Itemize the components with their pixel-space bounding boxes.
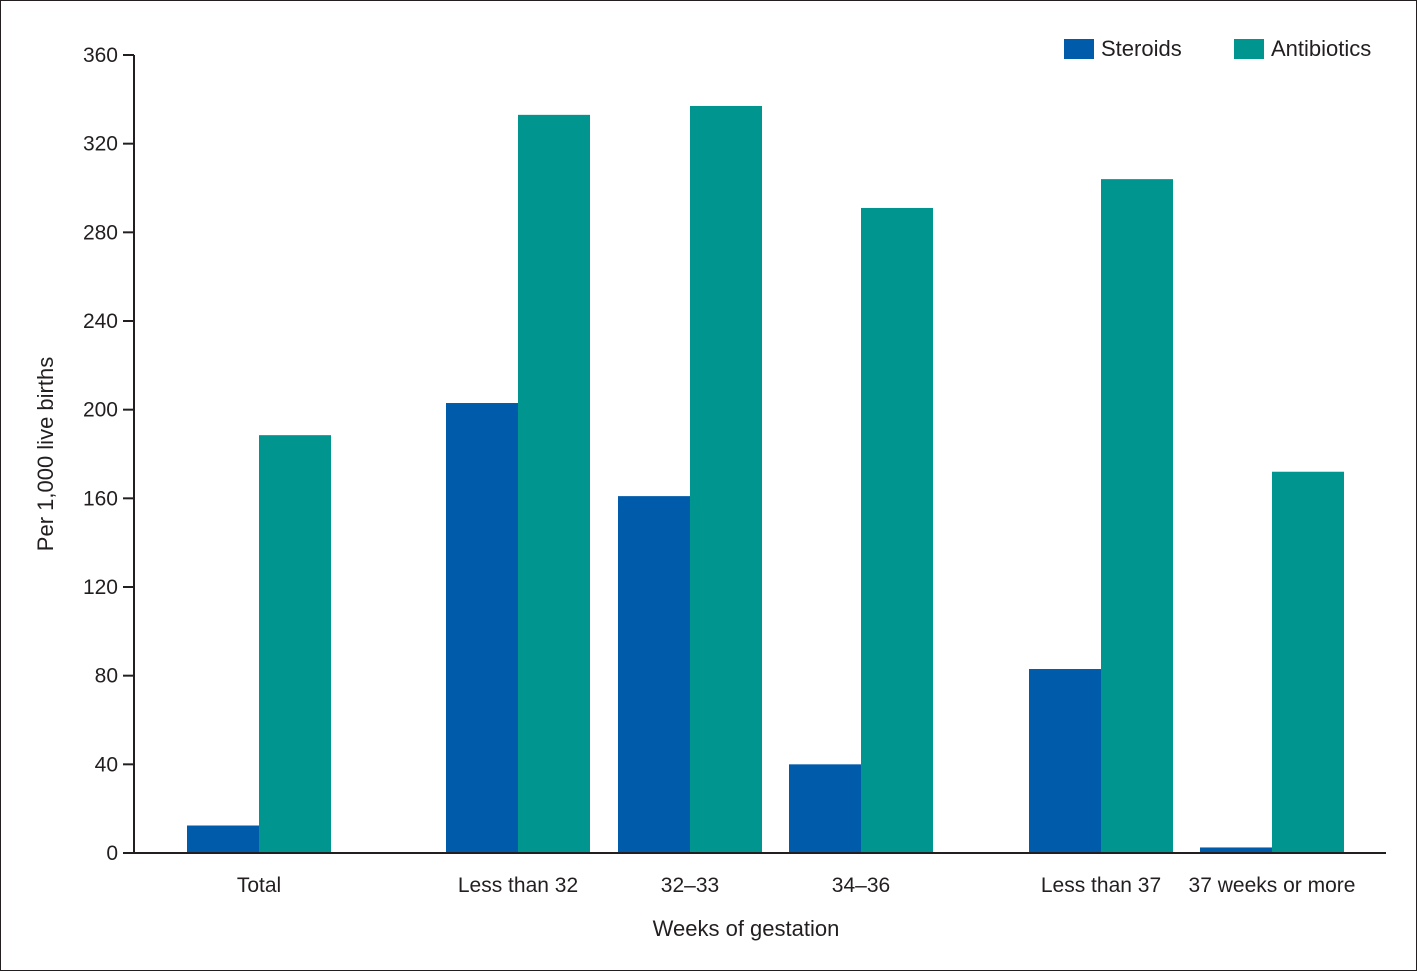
y-tick-label: 240: [83, 310, 118, 333]
y-ticks-group: 0 40 80 120 160 200 240 280 320 360: [83, 44, 134, 865]
x-tick-label: Less than 32: [458, 874, 578, 897]
y-tick-label: 40: [95, 753, 118, 776]
y-axis-title: Per 1,000 live births: [33, 357, 58, 551]
bar-antibiotics-total: [259, 435, 331, 853]
bar-steroids-32-33: [618, 496, 690, 853]
legend: Steroids Antibiotics: [1064, 36, 1371, 61]
x-labels-group: Total Less than 32 32–33 34–36 Less than 37 3…: [237, 874, 1356, 897]
legend-swatch-antibiotics: [1234, 39, 1264, 59]
x-tick-label: Total: [237, 874, 281, 897]
x-tick-label: 37 weeks or more: [1189, 874, 1356, 897]
bar-steroids-less-than-32: [446, 403, 518, 853]
bars-group: [187, 105, 1344, 854]
bar-steroids-total: [187, 825, 259, 853]
y-tick-label: 360: [83, 44, 118, 67]
x-tick-label: 34–36: [832, 874, 890, 897]
legend-label-steroids: Steroids: [1101, 36, 1182, 61]
x-tick-label: 32–33: [661, 874, 719, 897]
y-tick-label: 200: [83, 399, 118, 422]
y-tick-label: 320: [83, 133, 118, 156]
legend-label-antibiotics: Antibiotics: [1271, 36, 1371, 61]
y-tick-label: 0: [106, 842, 118, 865]
y-tick-label: 280: [83, 221, 118, 244]
bar-antibiotics-37-weeks-or-more: [1272, 471, 1344, 853]
y-tick-label: 80: [95, 665, 118, 688]
bar-antibiotics-34-36: [861, 207, 933, 853]
bar-antibiotics-32-33: [690, 105, 762, 853]
bar-steroids-34-36: [789, 764, 861, 853]
bar-steroids-less-than-37: [1029, 669, 1101, 853]
bar-antibiotics-less-than-32: [518, 114, 590, 854]
y-tick-label: 160: [83, 487, 118, 510]
y-tick-label: 120: [83, 576, 118, 599]
bar-antibiotics-less-than-37: [1101, 179, 1173, 854]
x-tick-label: Less than 37: [1041, 874, 1161, 897]
x-axis-title: Weeks of gestation: [653, 916, 840, 941]
bar-steroids-37-weeks-or-more: [1200, 847, 1272, 853]
legend-swatch-steroids: [1064, 39, 1094, 59]
